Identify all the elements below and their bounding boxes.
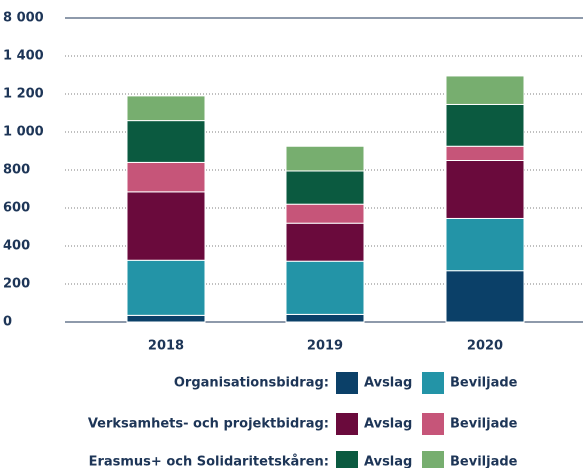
bar-segment: [126, 191, 206, 261]
x-tick-label: 2020: [467, 339, 503, 354]
legend-label: Beviljade: [450, 455, 518, 469]
legend-swatch: [422, 372, 444, 394]
y-tick-label: 1 400: [3, 49, 44, 64]
legend-label: Avslag: [364, 417, 412, 432]
legend-group-label: Verksamhets- och projektbidrag:: [88, 417, 329, 432]
x-tick-label: 2019: [307, 339, 343, 354]
bar-segment: [285, 313, 365, 323]
bar-segment: [445, 103, 525, 147]
legend-group-label: Erasmus+ och Solidaritetskåren:: [89, 455, 329, 469]
y-tick-label: 400: [3, 239, 30, 254]
x-tick-label: 2018: [148, 339, 184, 354]
legend-label: Beviljade: [450, 417, 518, 432]
legend-swatch: [422, 413, 444, 435]
legend-label: Beviljade: [450, 376, 518, 391]
y-tick-label: 0: [3, 315, 12, 330]
bar-segment: [126, 259, 206, 316]
bar-segment: [126, 161, 206, 193]
bar-segment: [285, 203, 365, 224]
legend-label: Avslag: [364, 455, 412, 469]
legend-label: Avslag: [364, 376, 412, 391]
bar-segment: [285, 145, 365, 172]
bar-segment: [126, 314, 206, 323]
bar-segment: [285, 222, 365, 262]
y-tick-label: 200: [3, 277, 30, 292]
bar-segment: [445, 270, 525, 323]
bar-segment: [445, 160, 525, 219]
bar-segment: [285, 260, 365, 315]
bar-segment: [445, 217, 525, 272]
legend-swatch: [336, 413, 358, 435]
bar-segment: [126, 120, 206, 163]
bar-segment: [445, 145, 525, 161]
y-tick-label: 1 000: [3, 125, 44, 140]
bar-segment: [445, 75, 525, 105]
y-tick-label: 600: [3, 201, 30, 216]
legend-swatch: [422, 451, 444, 472]
legend-swatch: [336, 451, 358, 472]
y-tick-label: 1 200: [3, 87, 44, 102]
legend-group-label: Organisationsbidrag:: [174, 376, 329, 391]
bar-segment: [126, 95, 206, 122]
y-tick-label: 800: [3, 163, 30, 178]
y-tick-label: 8 000: [3, 11, 44, 26]
bar-segment: [285, 170, 365, 205]
legend-swatch: [336, 372, 358, 394]
